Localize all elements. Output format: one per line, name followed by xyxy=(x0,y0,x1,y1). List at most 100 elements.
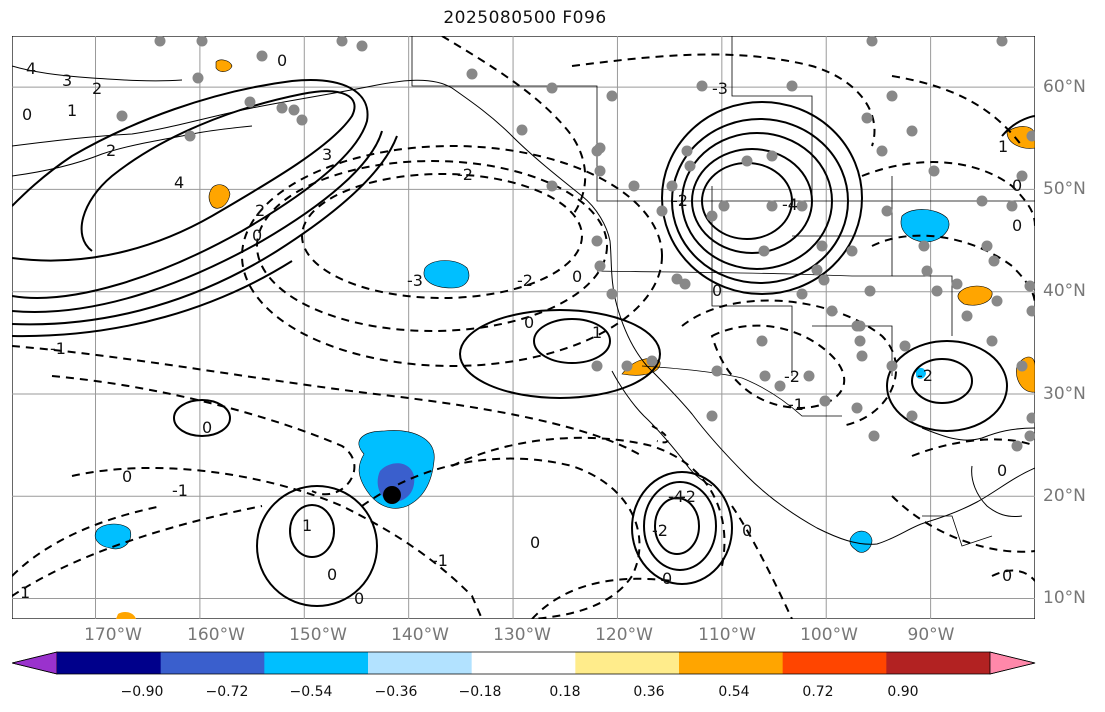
station-dot xyxy=(656,205,668,217)
colorbar-tick: −0.54 xyxy=(289,684,333,700)
station-dot xyxy=(976,195,988,207)
contour-label: 0 xyxy=(22,105,32,124)
lon-label-150w: 150°W xyxy=(289,625,347,645)
station-dot xyxy=(296,114,308,126)
lon-label-100w: 100°W xyxy=(800,625,858,645)
contour-lines xyxy=(12,36,1035,619)
contour-label: -2 xyxy=(917,366,933,385)
station-dot xyxy=(196,36,208,47)
station-dot xyxy=(711,365,723,377)
contour-label: 3 xyxy=(322,145,332,164)
station-dot xyxy=(759,370,771,382)
contour-label: 0 xyxy=(277,51,287,70)
contour-label: -4 xyxy=(668,487,684,506)
station-dot xyxy=(996,36,1008,47)
contour-label: -3 xyxy=(712,79,728,98)
station-dot xyxy=(886,360,898,372)
map-panel: 4 3 2 1 0 4 3 2 2 0 0 -3 -2 -2 0 0 1 -1 … xyxy=(12,36,1035,619)
station-dot xyxy=(766,200,778,212)
station-dot xyxy=(116,110,128,122)
lat-label-60n: 60°N xyxy=(1043,77,1086,97)
contour-label-group: 4 3 2 1 0 4 3 2 2 0 0 -3 -2 -2 0 0 1 -1 … xyxy=(20,51,1022,608)
station-dot xyxy=(818,274,830,286)
station-dot xyxy=(516,124,528,136)
colorbar-tick: −0.72 xyxy=(205,684,249,700)
lon-label-110w: 110°W xyxy=(698,625,756,645)
contour-label: -4 xyxy=(782,195,798,214)
station-dot xyxy=(846,245,858,257)
station-dot xyxy=(706,210,718,222)
station-dot xyxy=(606,288,618,300)
station-dot xyxy=(811,264,823,276)
contour-label: 1 xyxy=(67,101,77,120)
station-dot xyxy=(628,180,640,192)
contour-label: 1 xyxy=(592,323,602,342)
contour-label: 0 xyxy=(712,281,722,300)
contour-label: -1 xyxy=(432,551,448,570)
station-dot xyxy=(192,72,204,84)
colorbar-tick: −0.90 xyxy=(120,684,164,700)
station-dot xyxy=(991,295,1003,307)
contour-label: 4 xyxy=(26,59,36,78)
contour-label: 0 xyxy=(572,267,582,286)
station-dot xyxy=(594,260,606,272)
storm-center-marker xyxy=(383,486,401,504)
contour-label: -2 xyxy=(457,165,473,184)
station-dot xyxy=(466,68,478,80)
station-dot xyxy=(1016,360,1028,372)
contour-label: 0 xyxy=(1012,176,1022,195)
contour-label: -1 xyxy=(172,481,188,500)
contour-label: 0 xyxy=(662,569,672,588)
station-dot xyxy=(803,370,815,382)
station-dot xyxy=(756,335,768,347)
colorbar-tick: −0.18 xyxy=(458,684,502,700)
gridlines xyxy=(12,36,1035,619)
station-dots xyxy=(116,36,1035,452)
contour-label: 0 xyxy=(530,533,540,552)
colorbar-tick: −0.36 xyxy=(374,684,418,700)
colorbar-segment xyxy=(679,652,784,674)
contour-label: 2 xyxy=(92,79,102,98)
station-dot xyxy=(684,160,696,172)
colorbar-extend-low xyxy=(12,651,58,675)
colorbar-segment xyxy=(57,652,162,674)
station-dot xyxy=(741,155,753,167)
contour-label: 3 xyxy=(62,71,72,90)
station-dot xyxy=(796,288,808,300)
contour-label: 0 xyxy=(122,467,132,486)
colorbar-tick: 0.54 xyxy=(718,684,750,700)
station-dot xyxy=(816,240,828,252)
colorbar-segment xyxy=(886,652,991,674)
contour-label: -1 xyxy=(788,395,804,414)
station-dot xyxy=(986,335,998,347)
station-dot xyxy=(866,36,878,47)
contour-label: 1 xyxy=(302,516,312,535)
contour-label: -2 xyxy=(680,487,696,506)
colorbar-tick: 0.72 xyxy=(802,684,834,700)
colorbar-outline xyxy=(12,651,1036,675)
lon-label-90w: 90°W xyxy=(907,625,955,645)
lat-label-50n: 50°N xyxy=(1043,179,1086,199)
station-dot xyxy=(819,395,831,407)
station-dot xyxy=(796,200,808,212)
station-dot xyxy=(906,410,918,422)
station-dot xyxy=(184,130,196,142)
station-dot xyxy=(696,80,708,92)
station-dot xyxy=(856,350,868,362)
colorbar-segment xyxy=(368,652,473,674)
station-dot xyxy=(864,285,876,297)
contour-label: 2 xyxy=(255,201,265,220)
station-dot xyxy=(706,410,718,422)
contour-label: -3 xyxy=(407,271,423,290)
station-dot xyxy=(679,278,691,290)
station-dot xyxy=(1026,130,1035,142)
station-dot xyxy=(1026,305,1035,317)
contour-label: 1 xyxy=(998,137,1008,156)
station-dot xyxy=(861,112,873,124)
contour-label: -2 xyxy=(517,271,533,290)
contour-label: -2 xyxy=(672,191,688,210)
station-dot xyxy=(621,360,633,372)
station-dot xyxy=(1016,170,1028,182)
station-dot xyxy=(774,380,786,392)
colorbar-segment xyxy=(264,652,369,674)
